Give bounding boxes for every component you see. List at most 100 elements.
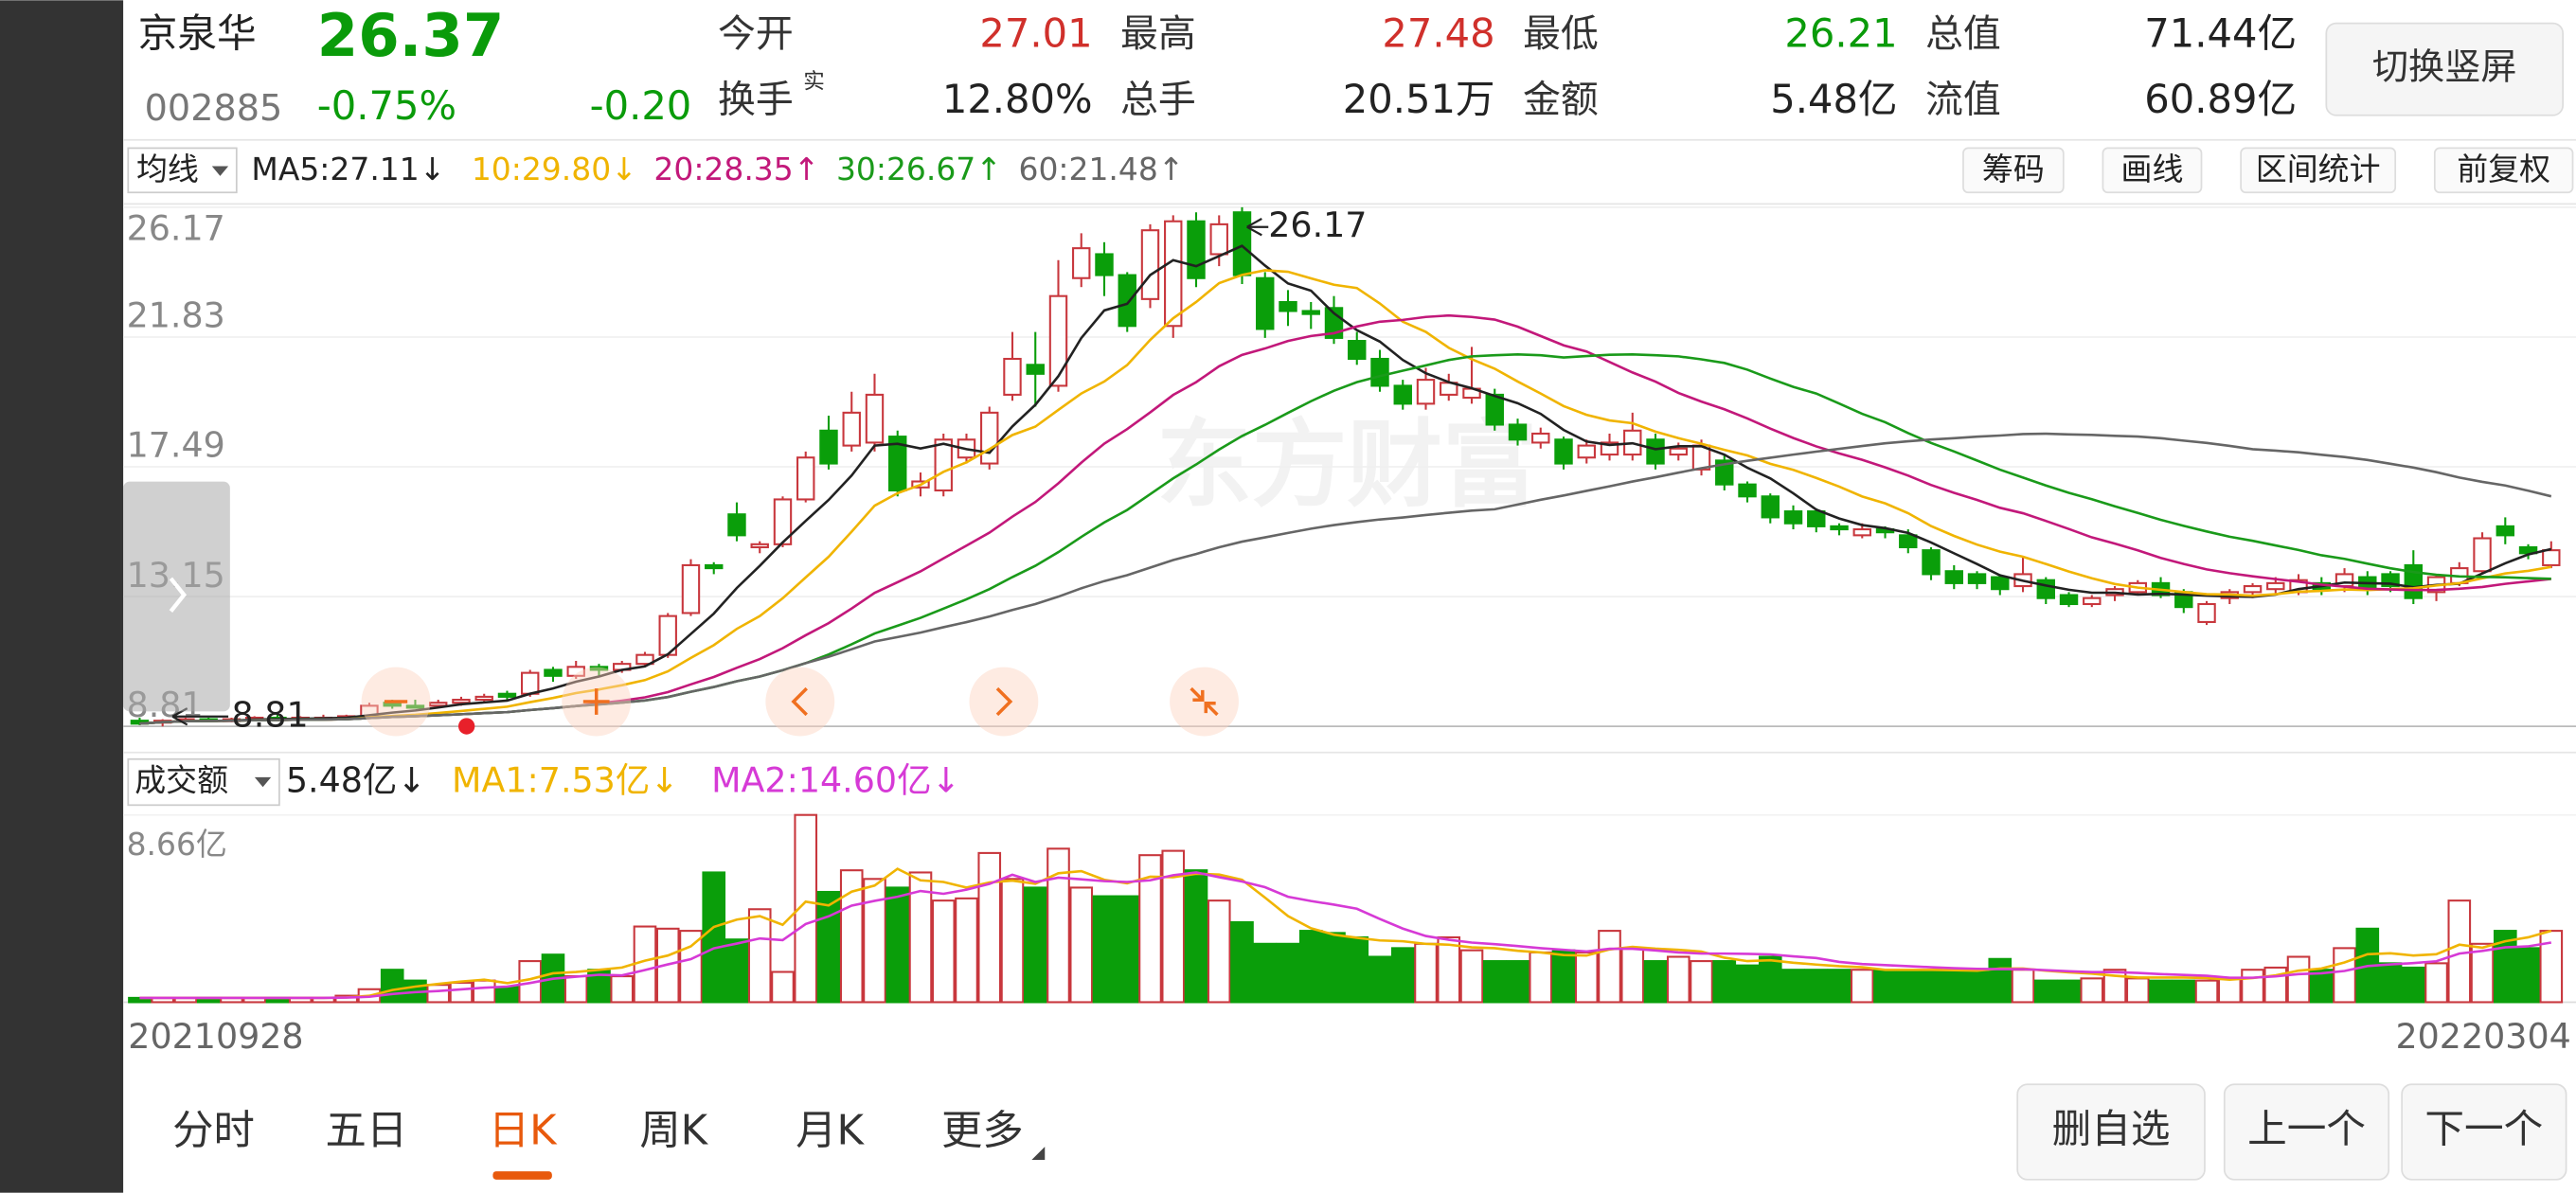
period-tab[interactable]: 五日 [325,1108,407,1155]
ma-selector-label: 均线 [136,151,199,187]
volume-bar [2149,979,2173,1004]
period-tab[interactable]: 周K [639,1108,708,1155]
candle-body [819,429,838,465]
volume-bar [1690,960,1713,1004]
volume-bar [1551,949,1576,1004]
period-tab[interactable]: 日K [489,1108,558,1155]
volume-bar [449,981,474,1004]
chart-control[interactable] [1170,667,1239,737]
volume-bar [2172,979,2196,1004]
candle-body [1991,576,2010,591]
tool-button[interactable] [2433,147,2574,194]
volume-ma-line [139,867,2552,1000]
stat-value: 71.44亿 [2144,9,2297,56]
y-tick-label: 8.66亿 [127,826,227,863]
volume-bar [1643,960,1668,1004]
volume-bar [2194,979,2219,1004]
candle-body [1301,310,1320,315]
tool-button[interactable] [2240,147,2397,194]
side-handle[interactable] [123,481,230,712]
volume-bar [2333,947,2356,1004]
tool-button[interactable] [1962,147,2065,194]
period-tab[interactable]: 月K [796,1108,865,1155]
chart-control-icon [582,688,610,715]
candle-body [705,563,724,570]
chart-control-icon [995,686,1013,717]
volume-bar [1965,970,1989,1004]
candle-body [1118,274,1136,328]
volume-bar [2378,962,2403,1004]
stat-value: 27.01 [979,9,1092,56]
action-button[interactable] [2016,1083,2206,1181]
period-tab[interactable]: 更多 [941,1108,1024,1155]
toggle-button[interactable] [2325,22,2564,116]
candle-body [2266,581,2285,591]
candle-body [474,695,493,702]
volume-bar [1459,949,1484,1004]
candle-body [1485,393,1504,426]
volume-bar [1598,930,1621,1004]
candle-body [1026,364,1045,375]
candle-body [1738,483,1757,498]
candle-body [521,671,540,695]
candle-body [452,699,471,704]
volume-bar [955,897,978,1004]
volume-bar [1506,960,1530,1004]
volume-bar [1574,951,1599,1004]
volume-bar [2539,930,2564,1004]
volume-bar [2057,979,2081,1004]
chart-control[interactable] [765,667,835,737]
volume-bar [2286,955,2311,1004]
toggle-label: 切换竖屏 [2372,46,2517,88]
chart-control-icon [791,686,808,717]
volume-bar [794,813,818,1004]
candle-body [1393,384,1412,405]
volume-bar [2011,969,2035,1004]
candle-body [1967,573,1987,584]
volume-bar [1023,886,1047,1004]
stat-label: 总手 [1120,78,1196,121]
volume-bar [1046,847,1070,1004]
volume-bar [2080,977,2104,1004]
stat-label: 最低 [1523,12,1599,56]
candle-body [2083,596,2102,606]
volume-bar [931,899,956,1004]
candle-body [2197,602,2216,623]
tool-button[interactable] [2102,147,2203,194]
volume-bar [1414,942,1438,1004]
stat-value: 5.48亿 [1770,76,1897,122]
volume-bar [1069,886,1094,1004]
volume-bar [1000,878,1025,1004]
volume-bar [2447,899,2472,1004]
volume-bar [1253,942,1278,1004]
volume-bar [1712,960,1737,1004]
candle-body [2036,579,2055,599]
candle-body [1715,459,1734,486]
candle-body [773,498,793,545]
period-tab[interactable]: 分时 [172,1108,255,1155]
volume-bar [426,984,451,1004]
volume-bar [886,886,910,1004]
volume-bar [771,970,795,1004]
candle-body [566,666,585,677]
volume-bar [1138,854,1162,1004]
stat-value: 12.80% [942,76,1093,122]
ma-legend: MA5:27.11↓ [251,151,445,187]
action-button[interactable] [2223,1083,2390,1181]
max-label: 26.17 [1268,205,1367,245]
volume-bar [863,878,886,1004]
action-button[interactable] [2401,1083,2567,1181]
chart-control[interactable] [969,667,1039,737]
volume-bar [1230,920,1254,1004]
stock-price: 26.37 [317,1,504,70]
volume-selector[interactable] [127,757,280,807]
candle-body [2473,537,2492,573]
volume-bar [1390,947,1415,1004]
action-label: 删自选 [2052,1106,2171,1152]
volume-bar [472,979,496,1004]
volume-bar [2217,977,2242,1004]
volume-bar [1437,935,1461,1004]
candle-body [727,513,746,537]
